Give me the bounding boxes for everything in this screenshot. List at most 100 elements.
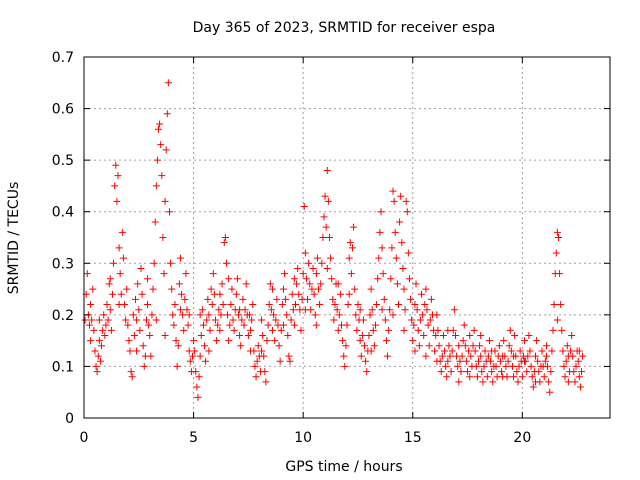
data-point: [441, 347, 449, 355]
data-point: [300, 203, 308, 211]
data-point: [570, 368, 578, 376]
data-point: [198, 306, 206, 314]
y-axis-tick-labels: 0 0.1 0.2 0.3 0.4 0.5 0.6 0.7: [52, 50, 74, 427]
data-point: [133, 347, 141, 355]
data-point: [100, 311, 108, 319]
data-point: [392, 254, 400, 262]
data-point: [510, 373, 518, 381]
data-point: [212, 316, 219, 324]
data-point: [297, 326, 305, 334]
data-point: [230, 326, 238, 334]
data-point: [178, 290, 186, 298]
data-point: [412, 280, 420, 288]
data-point: [342, 342, 350, 350]
data-point: [403, 208, 411, 216]
data-point: [421, 301, 429, 309]
data-point: [254, 342, 262, 350]
data-point: [575, 347, 583, 355]
data-point: [393, 280, 401, 288]
data-point: [239, 295, 247, 303]
data-point: [294, 264, 302, 272]
data-point: [459, 337, 467, 345]
data-point: [125, 337, 133, 345]
data-point: [424, 321, 432, 329]
data-point: [353, 326, 361, 334]
data-point: [461, 342, 469, 350]
data-point: [233, 275, 241, 283]
x-tick-label: 15: [404, 430, 422, 446]
data-point: [266, 280, 274, 288]
data-point: [83, 270, 91, 278]
y-tick-label: 0.3: [52, 256, 74, 272]
data-point: [350, 223, 358, 231]
data-point: [224, 311, 232, 319]
data-point: [238, 316, 246, 324]
data-point: [182, 270, 190, 278]
data-point: [260, 352, 268, 360]
data-point: [101, 331, 109, 339]
data-point: [550, 301, 558, 309]
data-point: [195, 373, 203, 381]
data-point: [92, 362, 100, 370]
data-point: [106, 306, 114, 314]
data-point: [111, 182, 119, 190]
data-point: [183, 306, 191, 314]
data-point: [501, 352, 509, 360]
data-point: [402, 197, 410, 205]
data-point: [253, 357, 261, 365]
data-point: [485, 337, 493, 345]
data-point: [225, 337, 233, 345]
data-point: [225, 275, 233, 283]
data-point: [552, 249, 560, 257]
data-point: [216, 326, 224, 334]
data-point: [220, 239, 228, 247]
data-point: [163, 110, 171, 118]
data-point: [357, 352, 365, 360]
data-point: [547, 368, 555, 376]
data-point: [546, 388, 554, 396]
data-point: [513, 368, 521, 376]
data-point: [315, 285, 323, 293]
data-point: [467, 352, 475, 360]
data-point: [399, 264, 407, 272]
data-point: [556, 270, 564, 278]
data-point: [149, 285, 157, 293]
data-point: [252, 373, 260, 381]
data-point: [273, 295, 281, 303]
data-point: [578, 368, 586, 376]
data-point: [346, 239, 354, 247]
data-point: [196, 352, 204, 360]
data-point: [115, 301, 123, 309]
data-point: [447, 368, 455, 376]
data-point: [433, 311, 441, 319]
grid: [84, 57, 610, 418]
data-point: [306, 280, 314, 288]
data-point: [150, 259, 158, 267]
data-point: [544, 362, 552, 370]
data-point: [152, 182, 160, 190]
data-point: [395, 301, 403, 309]
data-point: [85, 321, 93, 329]
data-point: [456, 357, 464, 365]
data-point: [362, 357, 370, 365]
data-point: [419, 311, 427, 319]
data-point: [290, 321, 298, 329]
data-point: [437, 368, 445, 376]
data-point: [374, 275, 382, 283]
data-point: [132, 295, 140, 303]
data-point: [179, 311, 187, 319]
data-point: [107, 326, 115, 334]
data-point: [451, 331, 459, 339]
data-point: [411, 347, 419, 355]
data-point: [316, 301, 324, 309]
data-point: [409, 337, 417, 345]
data-point: [411, 301, 419, 309]
data-point: [299, 270, 307, 278]
data-point: [170, 321, 178, 329]
data-point: [202, 357, 210, 365]
data-point: [295, 290, 303, 298]
data-point: [422, 352, 430, 360]
data-point: [96, 357, 104, 365]
data-point: [460, 321, 468, 329]
data-point: [221, 234, 229, 241]
